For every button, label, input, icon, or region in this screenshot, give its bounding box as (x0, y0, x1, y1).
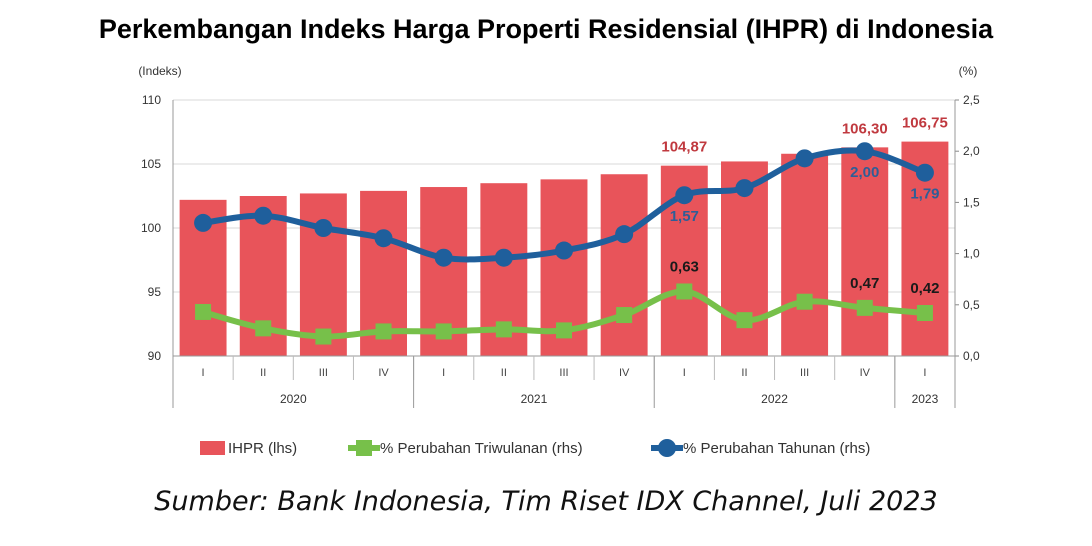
data-label: 0,47 (850, 275, 879, 292)
annual-change-point (374, 229, 393, 248)
ihpr-bar (600, 174, 648, 356)
data-labels: 104,87 106,30 106,75 1,57 2,00 1,79 0,63 0,47 0,… (661, 115, 948, 297)
legend-swatch-ihpr (200, 441, 225, 455)
annual-change-point (675, 186, 694, 205)
quarterly-change-point (435, 323, 452, 340)
left-tick-label: 105 (141, 157, 161, 171)
annual-change-point (555, 241, 573, 260)
category-label: IV (378, 367, 389, 379)
data-label: 1,57 (670, 208, 699, 225)
quarterly-change-point (375, 323, 392, 340)
data-label: 0,63 (670, 258, 699, 275)
annual-change-point (194, 213, 213, 232)
category-label: IV (619, 367, 630, 379)
annual-change-point (254, 206, 273, 225)
right-tick-label: 1,0 (963, 247, 980, 261)
ihpr-bar (841, 147, 889, 356)
category-label: II (741, 367, 747, 379)
legend-label: % Perubahan Triwulanan (rhs) (380, 440, 583, 457)
annual-change-point (494, 248, 513, 267)
source-note: Sumber: Bank Indonesia, Tim Riset IDX Ch… (154, 486, 938, 517)
axes: 110 105 100 95 90 2,5 2,0 1,5 1,0 0,5 0,0 (Indeks) (… (138, 64, 980, 408)
quarterly-change-point (916, 304, 933, 321)
category-label: I (923, 367, 926, 379)
quarterly-change-point (556, 322, 572, 339)
year-label: 2020 (280, 392, 307, 406)
quarterly-change-point (736, 312, 753, 329)
left-axis-unit: (Indeks) (138, 64, 181, 78)
line-series (194, 142, 934, 345)
category-label: I (442, 367, 445, 379)
left-tick-label: 90 (148, 349, 162, 363)
left-tick-label: 100 (141, 221, 161, 235)
legend-swatch-marker (356, 440, 372, 456)
category-label: III (319, 367, 328, 379)
quarterly-change-point (616, 307, 633, 324)
right-tick-label: 2,5 (963, 93, 980, 107)
data-label: 104,87 (661, 139, 707, 156)
legend: IHPR (lhs) % Perubahan Triwulanan (rhs) % … (200, 439, 870, 457)
annual-change-point (855, 142, 874, 161)
right-tick-label: 1,5 (963, 195, 980, 209)
legend-swatch-marker (658, 439, 676, 457)
quarterly-change-point (796, 293, 813, 310)
category-label: III (800, 367, 809, 379)
legend-label: % Perubahan Tahunan (rhs) (683, 440, 870, 457)
year-label: 2022 (761, 392, 788, 406)
category-label: II (260, 367, 266, 379)
year-label: 2023 (912, 392, 939, 406)
annual-change-point (615, 225, 634, 244)
category-label: I (202, 367, 205, 379)
quarterly-change-point (195, 303, 212, 320)
ihpr-bar (781, 153, 829, 356)
category-label: III (559, 367, 568, 379)
quarterly-change-point (676, 283, 693, 300)
annual-change-point (434, 248, 453, 267)
quarterly-change-point (315, 328, 332, 345)
left-tick-label: 95 (148, 285, 162, 299)
data-label: 2,00 (850, 164, 879, 181)
data-label: 0,42 (910, 280, 939, 297)
right-tick-label: 0,0 (963, 349, 980, 363)
annual-change-point (314, 219, 333, 237)
year-label: 2021 (521, 392, 548, 406)
annual-change-point (795, 149, 814, 168)
annual-change-point (915, 163, 934, 182)
right-tick-label: 2,0 (963, 144, 980, 158)
right-axis-unit: (%) (959, 64, 978, 78)
category-label: II (501, 367, 507, 379)
right-tick-label: 0,5 (963, 298, 980, 312)
quarterly-change-point (255, 320, 272, 337)
quarterly-change-point (856, 299, 873, 316)
left-tick-label: 110 (142, 93, 161, 107)
annual-change-point (735, 179, 754, 198)
data-label: 106,75 (902, 115, 948, 132)
category-label: IV (860, 367, 871, 379)
category-label: I (683, 367, 686, 379)
data-label: 106,30 (842, 120, 888, 137)
legend-label: IHPR (lhs) (228, 440, 297, 457)
quarterly-change-point (495, 321, 512, 338)
data-label: 1,79 (910, 186, 939, 203)
chart-title: Perkembangan Indeks Harga Properti Resid… (98, 14, 994, 44)
